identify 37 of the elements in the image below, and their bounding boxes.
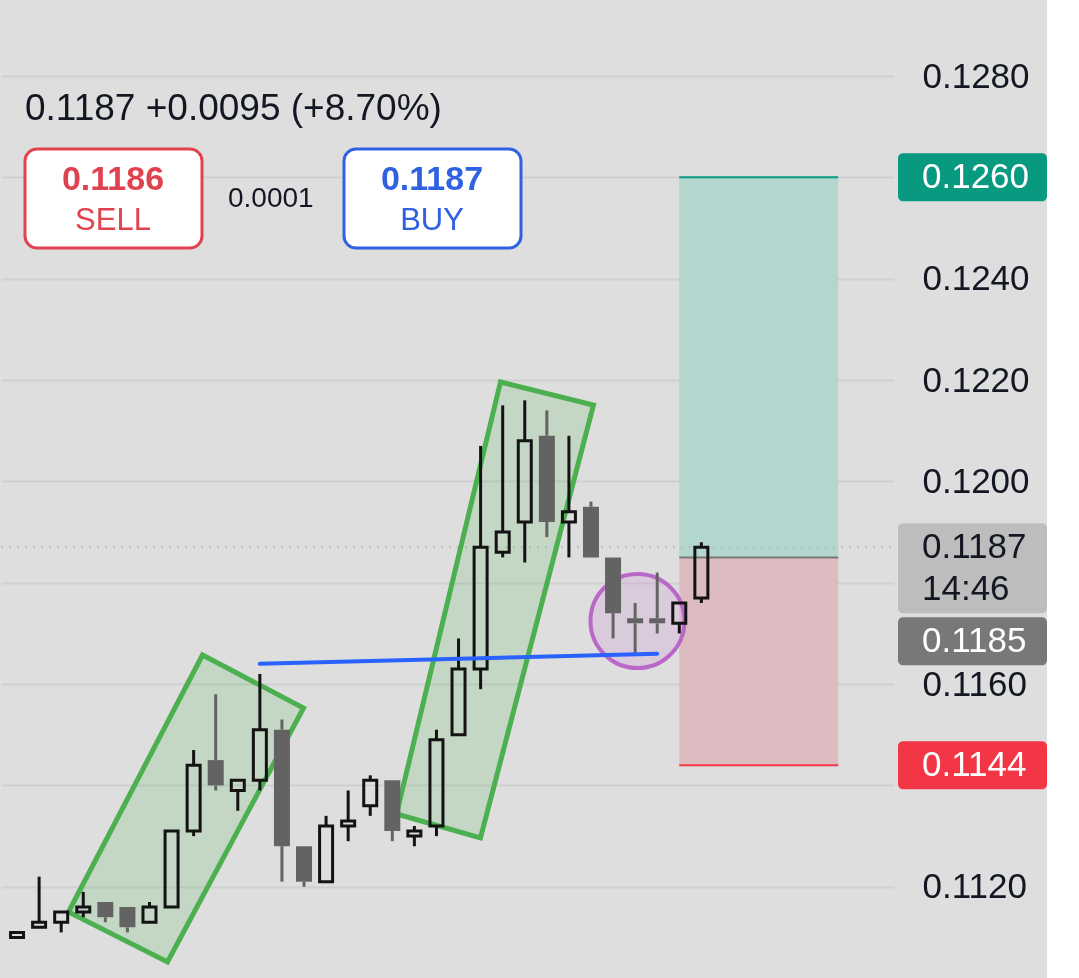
candlestick (229, 778, 246, 811)
annotation: 0.1186 (61, 159, 165, 197)
candlestick (605, 557, 622, 639)
candlestick (627, 603, 644, 654)
candlestick (450, 638, 467, 737)
ref-line-label: 0.1185 (922, 620, 1027, 660)
candlestick (207, 694, 224, 791)
candlestick (31, 876, 48, 929)
y-tick-label: 0.1220 (922, 359, 1030, 399)
ref-line-label: 0.1187 14:46 (922, 526, 1027, 608)
candlestick (472, 444, 489, 691)
candlestick (97, 901, 114, 923)
y-tick-label: 0.1200 (922, 460, 1030, 500)
annotation: 0.1187 (380, 159, 484, 197)
candlestick (649, 572, 666, 634)
y-tick-label: 0.1120 (922, 866, 1027, 906)
candlestick (340, 790, 357, 843)
annotation: 0.1187 +0.0095 (+8.70%) (25, 87, 442, 128)
annotation: BUY (400, 202, 464, 237)
candlestick (251, 672, 268, 791)
candlestick (538, 410, 555, 539)
candlestick (516, 400, 533, 563)
annotation: 0.0001 (228, 182, 314, 213)
candlestick (384, 780, 401, 843)
candlestick (9, 930, 26, 939)
y-tick-label: 0.1160 (922, 663, 1027, 703)
y-tick-label: 0.1240 (922, 258, 1030, 298)
y-tick-label: 0.1280 (922, 55, 1030, 95)
candlestick (560, 434, 577, 558)
candlestick (163, 829, 180, 909)
candlestick (119, 907, 136, 933)
ref-line-label: 0.1144 (922, 744, 1027, 784)
ref-line-label: 0.1260 (922, 156, 1030, 196)
annotation: SELL (75, 202, 151, 237)
candlestick (273, 719, 290, 882)
candlestick (296, 846, 313, 887)
candlestick (582, 501, 599, 558)
